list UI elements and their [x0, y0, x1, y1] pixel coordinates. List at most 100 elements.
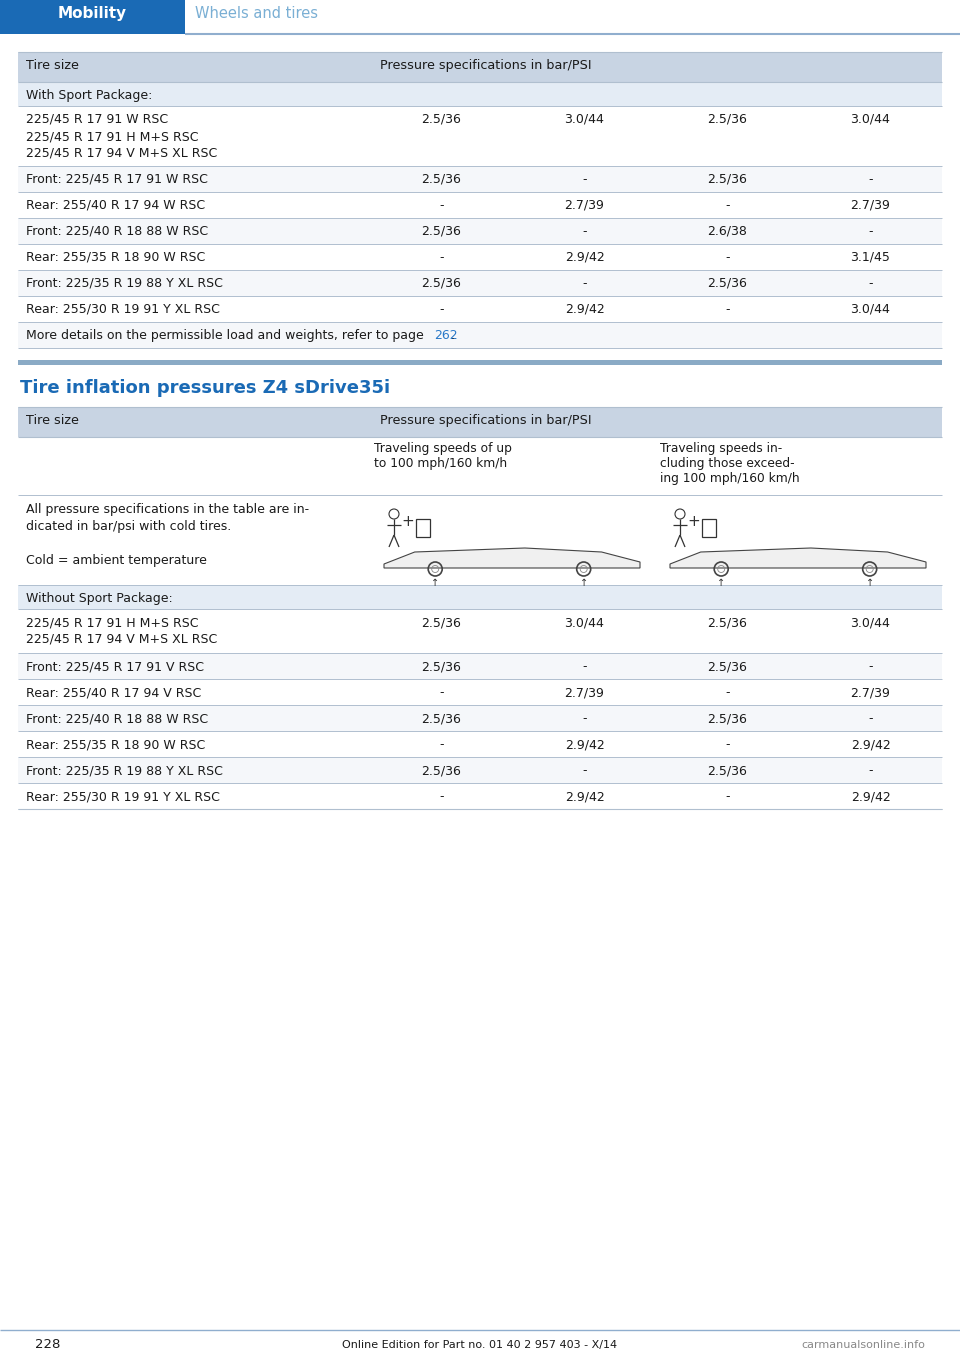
- Text: Wheels and tires: Wheels and tires: [195, 5, 318, 20]
- Text: Rear: 255/40 R 17 94 V RSC: Rear: 255/40 R 17 94 V RSC: [26, 686, 202, 699]
- Text: Without Sport Package:: Without Sport Package:: [26, 592, 173, 605]
- Text: -: -: [583, 276, 587, 290]
- Text: 2.7/39: 2.7/39: [851, 199, 891, 212]
- Text: 2.5/36: 2.5/36: [421, 173, 462, 187]
- Text: -: -: [440, 790, 444, 804]
- Bar: [702, 519, 716, 537]
- Text: carmanualsonline.info: carmanualsonline.info: [802, 1340, 925, 1350]
- Text: Cold = ambient temperature: Cold = ambient temperature: [26, 554, 206, 567]
- Text: Pressure specifications in bar/PSI: Pressure specifications in bar/PSI: [380, 59, 591, 72]
- Bar: [18, 244, 942, 270]
- Bar: [18, 757, 942, 783]
- Text: 2.5/36: 2.5/36: [421, 276, 462, 290]
- Text: dicated in bar/psi with cold tires.: dicated in bar/psi with cold tires.: [26, 520, 231, 533]
- Bar: [18, 609, 942, 652]
- Text: ↑: ↑: [717, 577, 725, 588]
- Text: 3.0/44: 3.0/44: [851, 302, 891, 316]
- Text: 3.0/44: 3.0/44: [851, 616, 891, 629]
- Text: Rear: 255/35 R 18 90 W RSC: Rear: 255/35 R 18 90 W RSC: [26, 738, 205, 750]
- Bar: [18, 106, 942, 166]
- Text: 2.6/38: 2.6/38: [708, 225, 748, 238]
- Text: -: -: [440, 199, 444, 212]
- Text: 2.5/36: 2.5/36: [421, 712, 462, 725]
- Text: Rear: 255/30 R 19 91 Y XL RSC: Rear: 255/30 R 19 91 Y XL RSC: [26, 790, 220, 804]
- Text: Tire size: Tire size: [26, 59, 79, 72]
- Text: .: .: [451, 330, 455, 342]
- Text: 2.5/36: 2.5/36: [708, 712, 748, 725]
- Text: 2.5/36: 2.5/36: [708, 616, 748, 629]
- Text: -: -: [583, 764, 587, 776]
- Text: 2.5/36: 2.5/36: [421, 616, 462, 629]
- Text: -: -: [725, 251, 730, 264]
- Text: -: -: [725, 199, 730, 212]
- Text: ↑: ↑: [431, 577, 440, 588]
- Text: -: -: [868, 661, 873, 673]
- Bar: [0, 0, 185, 34]
- Text: Rear: 255/35 R 18 90 W RSC: Rear: 255/35 R 18 90 W RSC: [26, 251, 205, 264]
- Text: 2.5/36: 2.5/36: [708, 661, 748, 673]
- Bar: [18, 706, 942, 731]
- Bar: [18, 407, 942, 437]
- Text: -: -: [725, 302, 730, 316]
- Text: -: -: [868, 173, 873, 187]
- Bar: [18, 192, 942, 218]
- Text: 2.7/39: 2.7/39: [851, 686, 891, 699]
- Text: 3.0/44: 3.0/44: [564, 113, 605, 127]
- Bar: [18, 731, 942, 757]
- Text: 3.1/45: 3.1/45: [851, 251, 891, 264]
- Text: 228: 228: [35, 1337, 60, 1351]
- Bar: [18, 321, 942, 349]
- Text: 2.5/36: 2.5/36: [421, 113, 462, 127]
- Polygon shape: [384, 548, 640, 568]
- Text: With Sport Package:: With Sport Package:: [26, 89, 153, 102]
- Text: Mobility: Mobility: [58, 5, 127, 20]
- Text: 2.9/42: 2.9/42: [564, 302, 605, 316]
- Text: 225/45 R 17 94 V M+S XL RSC: 225/45 R 17 94 V M+S XL RSC: [26, 147, 217, 159]
- Bar: [18, 360, 942, 365]
- Text: Front: 225/45 R 17 91 V RSC: Front: 225/45 R 17 91 V RSC: [26, 661, 204, 673]
- Text: -: -: [868, 764, 873, 776]
- Bar: [18, 437, 942, 494]
- Text: 2.9/42: 2.9/42: [851, 738, 890, 750]
- Bar: [18, 494, 942, 586]
- Text: Rear: 255/30 R 19 91 Y XL RSC: Rear: 255/30 R 19 91 Y XL RSC: [26, 302, 220, 316]
- Text: Front: 225/45 R 17 91 W RSC: Front: 225/45 R 17 91 W RSC: [26, 173, 208, 187]
- Text: -: -: [583, 173, 587, 187]
- Text: -: -: [440, 686, 444, 699]
- Bar: [18, 82, 942, 106]
- Bar: [18, 166, 942, 192]
- Text: 3.0/44: 3.0/44: [564, 616, 605, 629]
- Text: 2.5/36: 2.5/36: [708, 276, 748, 290]
- Text: 225/45 R 17 91 H M+S RSC: 225/45 R 17 91 H M+S RSC: [26, 129, 199, 143]
- Text: -: -: [583, 225, 587, 238]
- Text: 225/45 R 17 91 H M+S RSC: 225/45 R 17 91 H M+S RSC: [26, 616, 199, 629]
- Text: 3.0/44: 3.0/44: [851, 113, 891, 127]
- Bar: [18, 218, 942, 244]
- Text: -: -: [440, 251, 444, 264]
- Text: 2.9/42: 2.9/42: [564, 790, 605, 804]
- Text: +: +: [401, 513, 415, 528]
- Text: ↑: ↑: [866, 577, 874, 588]
- Text: -: -: [583, 712, 587, 725]
- Text: -: -: [440, 738, 444, 750]
- Text: Rear: 255/40 R 17 94 W RSC: Rear: 255/40 R 17 94 W RSC: [26, 199, 205, 212]
- Text: 225/45 R 17 91 W RSC: 225/45 R 17 91 W RSC: [26, 113, 168, 127]
- Text: 2.5/36: 2.5/36: [421, 764, 462, 776]
- Text: 2.9/42: 2.9/42: [851, 790, 890, 804]
- Text: -: -: [440, 302, 444, 316]
- Text: Front: 225/40 R 18 88 W RSC: Front: 225/40 R 18 88 W RSC: [26, 712, 208, 725]
- Text: 2.7/39: 2.7/39: [564, 686, 605, 699]
- Bar: [18, 783, 942, 809]
- Text: Online Edition for Part no. 01 40 2 957 403 - X/14: Online Edition for Part no. 01 40 2 957 …: [343, 1340, 617, 1350]
- Bar: [18, 270, 942, 296]
- Text: 2.7/39: 2.7/39: [564, 199, 605, 212]
- Text: 2.5/36: 2.5/36: [708, 173, 748, 187]
- Text: 262: 262: [434, 330, 458, 342]
- Text: 2.5/36: 2.5/36: [708, 764, 748, 776]
- Text: Pressure specifications in bar/PSI: Pressure specifications in bar/PSI: [380, 414, 591, 428]
- Text: ↑: ↑: [580, 577, 588, 588]
- Bar: [18, 52, 942, 82]
- Bar: [0, 0, 960, 34]
- Bar: [18, 296, 942, 321]
- Text: Front: 225/35 R 19 88 Y XL RSC: Front: 225/35 R 19 88 Y XL RSC: [26, 764, 223, 776]
